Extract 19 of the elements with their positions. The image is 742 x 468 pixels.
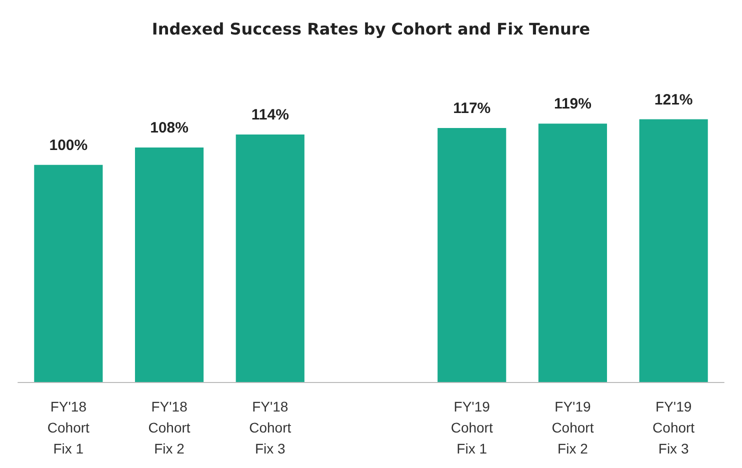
bar: [538, 124, 608, 382]
data-label: 121%: [654, 91, 693, 108]
x-tick-label: FY'19 Cohort Fix 1: [450, 398, 493, 456]
x-tick-label: FY'18 Cohort Fix 2: [148, 398, 190, 456]
x-tick-label: FY'18 Cohort Fix 1: [47, 398, 90, 456]
bar: [34, 164, 103, 382]
bar: [639, 119, 708, 382]
data-label: 100%: [49, 136, 88, 154]
x-tick-label: FY'19 Cohort Fix 3: [652, 398, 695, 456]
bar: [236, 134, 304, 382]
bar: [134, 147, 204, 382]
bar: [438, 128, 506, 382]
chart-title: Indexed Success Rates by Cohort and Fix Tenure: [152, 20, 590, 38]
data-label: 114%: [251, 106, 289, 124]
data-label: 119%: [554, 96, 592, 113]
x-tick-label: FY'18 Cohort Fix 3: [249, 398, 292, 456]
data-label: 108%: [150, 119, 188, 136]
x-tick-label: FY'19 Cohort Fix 2: [552, 398, 594, 456]
data-label: 117%: [453, 100, 491, 117]
